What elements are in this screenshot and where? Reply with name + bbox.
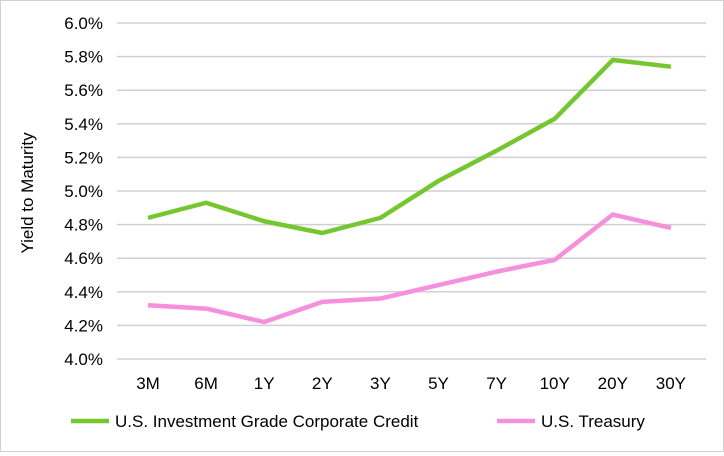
legend-label: U.S. Investment Grade Corporate Credit (115, 412, 419, 431)
x-tick-label: 1Y (254, 374, 275, 393)
x-tick-label: 3M (136, 374, 160, 393)
y-tick-label: 5.0% (64, 182, 103, 201)
x-tick-label: 30Y (656, 374, 686, 393)
y-tick-label: 5.4% (64, 115, 103, 134)
y-tick-label: 4.4% (64, 283, 103, 302)
y-tick-label: 4.2% (64, 316, 103, 335)
y-tick-label: 6.0% (64, 14, 103, 33)
x-tick-label: 5Y (428, 374, 449, 393)
x-tick-label: 6M (194, 374, 218, 393)
y-tick-label: 5.2% (64, 148, 103, 167)
x-tick-label: 2Y (312, 374, 333, 393)
y-tick-label: 4.0% (64, 350, 103, 369)
y-tick-label: 4.8% (64, 216, 103, 235)
x-tick-label: 10Y (540, 374, 570, 393)
x-tick-label: 20Y (598, 374, 628, 393)
series-line-1 (148, 215, 671, 323)
legend-label: U.S. Treasury (541, 412, 645, 431)
y-axis-label: Yield to Maturity (18, 132, 37, 254)
y-tick-label: 4.6% (64, 249, 103, 268)
x-tick-label: 7Y (486, 374, 507, 393)
series-line-0 (148, 60, 671, 233)
y-tick-label: 5.8% (64, 48, 103, 67)
x-tick-label: 3Y (370, 374, 391, 393)
y-tick-label: 5.6% (64, 81, 103, 100)
